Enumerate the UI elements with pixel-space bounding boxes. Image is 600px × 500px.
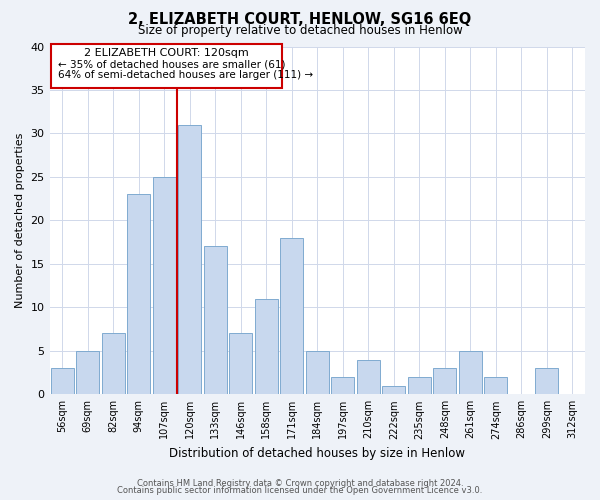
Bar: [459, 351, 482, 395]
Bar: [178, 125, 201, 394]
Bar: [280, 238, 303, 394]
Bar: [408, 377, 431, 394]
Bar: [229, 334, 252, 394]
X-axis label: Distribution of detached houses by size in Henlow: Distribution of detached houses by size …: [169, 447, 465, 460]
Bar: [51, 368, 74, 394]
Bar: [484, 377, 507, 394]
Bar: [357, 360, 380, 394]
Bar: [433, 368, 456, 394]
Bar: [306, 351, 329, 395]
Bar: [102, 334, 125, 394]
Bar: [76, 351, 99, 395]
Bar: [331, 377, 354, 394]
Text: Size of property relative to detached houses in Henlow: Size of property relative to detached ho…: [137, 24, 463, 37]
Bar: [127, 194, 150, 394]
Text: 2, ELIZABETH COURT, HENLOW, SG16 6EQ: 2, ELIZABETH COURT, HENLOW, SG16 6EQ: [128, 12, 472, 28]
Bar: [153, 177, 176, 394]
Text: 64% of semi-detached houses are larger (111) →: 64% of semi-detached houses are larger (…: [58, 70, 314, 80]
FancyBboxPatch shape: [51, 44, 281, 88]
Bar: [382, 386, 405, 394]
Text: Contains HM Land Registry data © Crown copyright and database right 2024.: Contains HM Land Registry data © Crown c…: [137, 478, 463, 488]
Bar: [204, 246, 227, 394]
Y-axis label: Number of detached properties: Number of detached properties: [15, 132, 25, 308]
Text: ← 35% of detached houses are smaller (61): ← 35% of detached houses are smaller (61…: [58, 60, 286, 70]
Bar: [255, 298, 278, 394]
Text: 2 ELIZABETH COURT: 120sqm: 2 ELIZABETH COURT: 120sqm: [84, 48, 248, 58]
Bar: [535, 368, 558, 394]
Text: Contains public sector information licensed under the Open Government Licence v3: Contains public sector information licen…: [118, 486, 482, 495]
